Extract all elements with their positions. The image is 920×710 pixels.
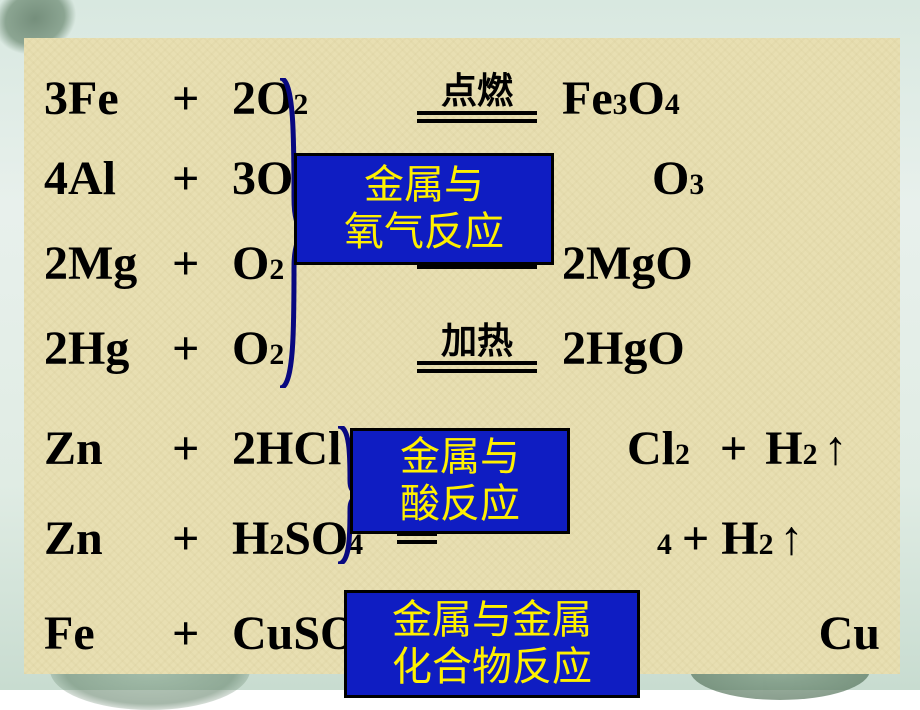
plus-sign: +: [172, 511, 232, 566]
label-metal-salt-line2: 化合物反应: [392, 644, 592, 691]
equals-bar: [417, 361, 537, 373]
eq6-rhs: 4 + H2↑: [657, 511, 803, 566]
label-metal-salt-line1: 金属与金属: [392, 597, 592, 644]
eq6-product1-tail: 4: [657, 530, 672, 560]
eq1-reactant1: 3Fe: [44, 71, 172, 126]
equals-bar: [417, 111, 537, 123]
eq3-rhs: 2MgO: [562, 236, 693, 291]
plus-sign: +: [172, 421, 232, 476]
eq5-reactant1: Zn: [44, 421, 172, 476]
label-metal-oxygen: 金属与 氧气反应: [294, 153, 554, 265]
eq7-rhs: Cu: [819, 606, 880, 661]
label-metal-acid-line1: 金属与: [400, 434, 520, 481]
eq2-reactant1: 4Al: [44, 151, 172, 206]
plus-sign: +: [172, 71, 232, 126]
eq5-rhs: Cl2 + H2↑: [627, 421, 847, 476]
plus-sign: +: [720, 421, 747, 476]
plus-sign: +: [172, 151, 232, 206]
condition-ignite: 点燃: [441, 73, 513, 109]
eq5-product2: H2↑: [765, 421, 847, 476]
label-metal-acid: 金属与 酸反应: [350, 428, 570, 534]
eq1-arrow: 点燃: [392, 73, 562, 123]
eq4-lhs: 2Hg + O2: [44, 321, 392, 376]
plus-sign: +: [172, 321, 232, 376]
eq1-rhs: Fe3O4: [562, 71, 680, 126]
eq5-product1-tail: Cl2: [627, 421, 690, 476]
eq7-lhs: Fe + CuSO4: [44, 606, 372, 661]
eq4-reactant2: O2: [232, 321, 392, 376]
equation-row-4: 2Hg + O2 加热 2HgO: [44, 308, 880, 388]
eq1-lhs: 3Fe + 2O2: [44, 71, 392, 126]
label-metal-acid-line2: 酸反应: [400, 481, 520, 528]
eq3-product: 2MgO: [562, 236, 693, 291]
eq7-product2: Cu: [819, 606, 880, 661]
equation-row-1: 3Fe + 2O2 点燃 Fe3O4: [44, 58, 880, 138]
label-metal-oxygen-line1: 金属与: [364, 162, 484, 209]
plus-sign: +: [172, 606, 232, 661]
eq2-rhs: O3: [652, 151, 704, 206]
eq6-product2: H2↑: [721, 511, 803, 566]
eq4-reactant1: 2Hg: [44, 321, 172, 376]
label-metal-salt: 金属与金属 化合物反应: [344, 590, 640, 698]
eq4-product: 2HgO: [562, 321, 685, 376]
plus-sign: +: [172, 236, 232, 291]
eq3-reactant1: 2Mg: [44, 236, 172, 291]
plus-sign: +: [682, 511, 709, 566]
eq7-reactant1: Fe: [44, 606, 172, 661]
content-panel: 3Fe + 2O2 点燃 Fe3O4 4Al + 3O2 O3 2Mg + O2: [24, 38, 900, 674]
eq1-product: Fe3O4: [562, 71, 680, 126]
eq1-reactant2: 2O2: [232, 71, 392, 126]
eq4-rhs: 2HgO: [562, 321, 685, 376]
eq2-product-tail: O3: [652, 151, 704, 206]
condition-heat: 加热: [441, 323, 513, 359]
eq4-arrow: 加热: [392, 323, 562, 373]
eq6-reactant1: Zn: [44, 511, 172, 566]
label-metal-oxygen-line2: 氧气反应: [344, 209, 504, 256]
